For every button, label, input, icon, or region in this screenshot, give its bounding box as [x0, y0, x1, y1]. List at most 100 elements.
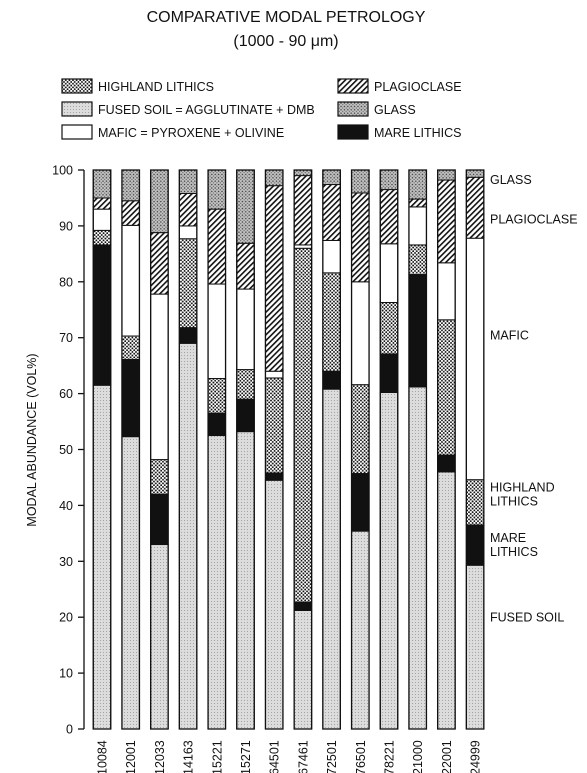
x-tick-label-76501: 76501: [354, 740, 368, 773]
x-tick-label-21000: 21000: [411, 740, 425, 773]
y-tick-label: 80: [59, 275, 73, 289]
bar-segment-plag-12001: [121, 200, 140, 226]
legend-swatch-mare: [337, 124, 369, 140]
bar-segment-glass-24999: [465, 169, 485, 178]
bar-segment-fused-24999: [465, 564, 485, 730]
bar-segment-highland-64501: [264, 377, 284, 474]
y-tick-label: 10: [59, 667, 73, 681]
bar-outline-15271: [236, 169, 255, 730]
bar-segment-fused-21000: [408, 386, 427, 730]
x-tick-label-67461: 67461: [296, 740, 310, 773]
bar-segment-mafic-15221: [207, 283, 227, 380]
y-tick-label: 100: [52, 164, 73, 178]
bar-segment-highland-12033: [150, 459, 169, 495]
side-label-plagioclase: PLAGIOCLASE: [490, 213, 578, 227]
bar-segment-mafic-76501: [351, 281, 370, 386]
bar-segment-mafic-21000: [408, 206, 427, 246]
bar-segment-plag-10084: [92, 197, 112, 210]
bar-outline-64501: [264, 169, 284, 730]
side-label-fused-soil: FUSED SOIL: [490, 611, 564, 625]
bar-segment-mafic-67461: [293, 244, 313, 249]
y-tick-label: 60: [59, 387, 73, 401]
bar-segment-mafic-22001: [437, 262, 456, 321]
bar-segment-mare-14163: [178, 327, 198, 344]
bar-segment-mare-64501: [264, 472, 284, 481]
bar-segment-fused-15221: [207, 435, 227, 730]
x-tick-label-64501: 64501: [268, 740, 282, 773]
x-tick-label-15271: 15271: [239, 740, 253, 773]
bar-segment-fused-67461: [293, 609, 313, 730]
bar-segment-glass-10084: [92, 169, 112, 199]
bar-segment-mare-12033: [150, 493, 169, 546]
bar-segment-mare-15271: [236, 398, 255, 433]
bar-segment-fused-64501: [264, 479, 284, 730]
bar-segment-mare-21000: [408, 274, 427, 388]
bar-segment-glass-72501: [322, 169, 341, 186]
x-tick-label-12001: 12001: [124, 740, 138, 773]
bar-segment-mare-24999: [465, 524, 485, 566]
bar-segment-glass-64501: [264, 169, 284, 187]
bar-segment-fused-12001: [121, 436, 140, 730]
bar-segment-glass-12001: [121, 169, 140, 202]
bar-segment-highland-10084: [92, 229, 112, 246]
bar-outline-12033: [149, 169, 169, 730]
bar-segment-highland-15271: [236, 369, 255, 400]
legend-swatch-mafic: [61, 124, 93, 140]
bar-segment-glass-15221: [207, 169, 227, 210]
y-tick-label: 0: [66, 723, 73, 737]
bar-segment-mafic-78221: [379, 243, 399, 303]
bar-segment-plag-15221: [207, 208, 227, 285]
bar-segment-plag-12033: [150, 232, 169, 295]
side-label-highland-lithics: LITHICS: [490, 495, 538, 509]
side-label-highland-lithics: HIGHLAND: [490, 481, 555, 495]
legend-swatch-plag: [337, 78, 369, 94]
legend-swatch-glass: [337, 101, 369, 117]
bar-outline-72501: [322, 169, 342, 730]
legend-label-mare: MARE LITHICS: [374, 126, 462, 140]
bar-segment-plag-67461: [293, 175, 313, 246]
bar-segment-plag-21000: [408, 198, 427, 208]
x-tick-label-15221: 15221: [210, 740, 224, 773]
side-label-glass: GLASS: [490, 173, 532, 187]
bar-segment-mare-12001: [121, 359, 140, 438]
bar-segment-glass-14163: [178, 169, 198, 194]
side-label-mare-lithics: MARE: [490, 531, 526, 545]
bar-segment-mare-22001: [437, 454, 456, 473]
bar-segment-plag-15271: [236, 242, 255, 290]
bar-segment-plag-22001: [437, 179, 456, 264]
bar-segment-fused-14163: [178, 342, 198, 730]
y-axis-label: MODAL ABUNDANCE (VOL%): [25, 353, 39, 526]
y-tick-label: 20: [59, 611, 73, 625]
bar-outline-12001: [121, 169, 141, 730]
x-tick-label-78221: 78221: [383, 740, 397, 773]
x-tick-label-14163: 14163: [182, 740, 196, 773]
bar-segment-glass-12033: [150, 169, 169, 234]
bar-segment-plag-24999: [465, 176, 485, 239]
bar-segment-highland-14163: [178, 238, 198, 329]
bar-segment-mafic-72501: [322, 239, 341, 274]
bar-segment-glass-15271: [236, 169, 255, 244]
legend-swatch-highland: [61, 78, 93, 94]
legend-label-plag: PLAGIOCLASE: [374, 80, 462, 94]
bar-outline-10084: [92, 169, 112, 730]
y-tick-label: 40: [59, 499, 73, 513]
plot-area: 0 10 20 30 40 50 60 70 80 90 100 10084 12001 12033 141…: [52, 164, 577, 773]
bar-segment-fused-72501: [322, 388, 341, 730]
bar-segment-mare-76501: [351, 473, 370, 532]
bar-segment-glass-67461: [293, 169, 313, 177]
bar-segment-fused-15271: [236, 431, 255, 730]
bar-segment-highland-67461: [293, 247, 313, 603]
bar-segment-fused-76501: [351, 530, 370, 730]
bar-segment-plag-14163: [178, 192, 198, 227]
bar-segment-plag-76501: [351, 192, 370, 283]
legend-swatch-fused: [61, 101, 93, 117]
chart-title: COMPARATIVE MODAL PETROLOGY: [147, 9, 426, 26]
legend-label-fused: FUSED SOIL = AGGLUTINATE + DMB: [98, 103, 315, 117]
bar-outline-78221: [379, 169, 399, 730]
legend-label-mafic: MAFIC = PYROXENE + OLIVINE: [98, 126, 284, 140]
bar-outline-67461: [293, 169, 313, 730]
bar-segment-mare-67461: [293, 601, 313, 611]
x-tick-label-10084: 10084: [96, 740, 110, 773]
x-tick-label-72501: 72501: [325, 740, 339, 773]
bar-segment-fused-12033: [150, 544, 169, 730]
